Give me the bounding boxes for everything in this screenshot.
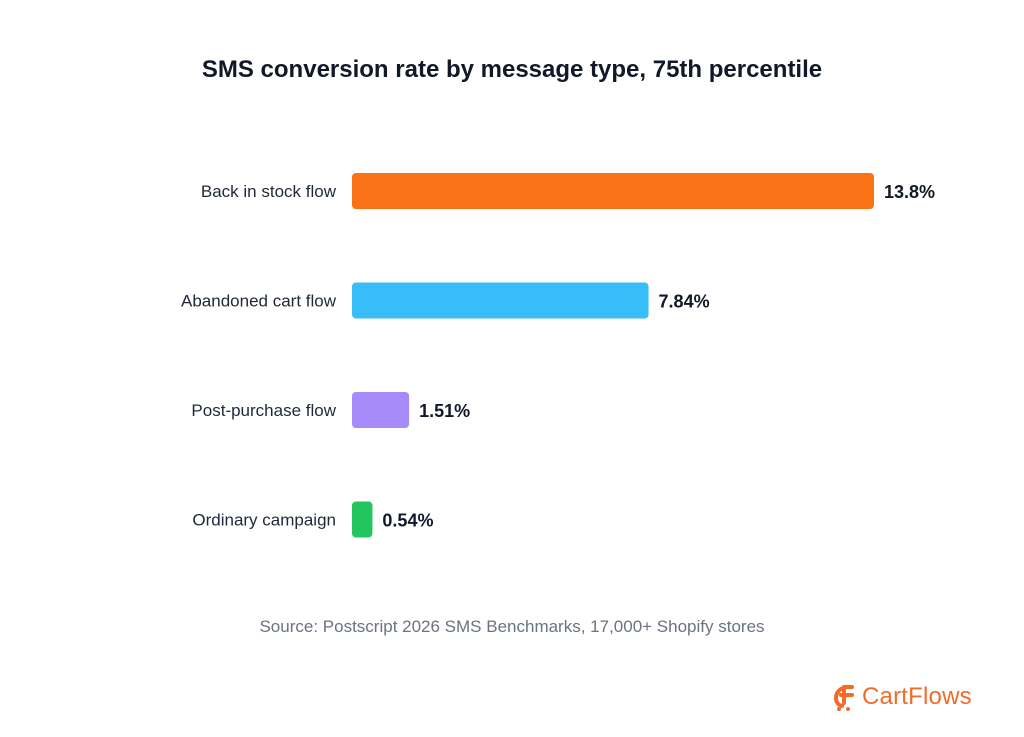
chart-title: SMS conversion rate by message type, 75t… xyxy=(201,56,823,83)
category-label: Post-purchase flow xyxy=(191,401,336,420)
bar xyxy=(352,501,373,538)
brand-name: CartFlows xyxy=(862,683,972,710)
bar-chart: Back in stock flow 13.8% Abandoned cart fl… xyxy=(181,173,935,538)
category-label: Abandoned cart flow xyxy=(181,292,337,311)
bar xyxy=(352,173,874,209)
value-label: 13.8% xyxy=(884,182,935,202)
category-label: Ordinary campaign xyxy=(192,511,336,530)
value-label: 7.84% xyxy=(659,292,710,312)
brand-logo: CartFlows xyxy=(830,683,972,711)
bar xyxy=(352,282,649,319)
value-label: 1.51% xyxy=(419,401,470,421)
category-label: Back in stock flow xyxy=(201,182,337,201)
source-note: Source: Postscript 2026 SMS Benchmarks, … xyxy=(259,617,765,636)
bar xyxy=(352,392,410,428)
value-label: 0.54% xyxy=(382,511,433,531)
cartflows-logo-icon xyxy=(833,685,854,711)
